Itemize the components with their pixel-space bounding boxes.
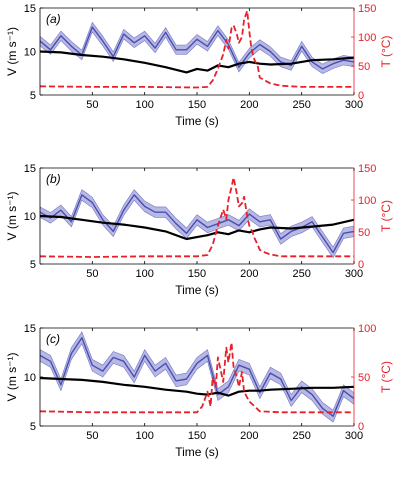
temperature-line [40, 341, 354, 414]
velocity-mean-line [40, 337, 354, 417]
y-tick-label-left: 5 [30, 90, 36, 102]
x-axis-label: Time (s) [175, 445, 219, 459]
x-tick-label: 200 [240, 268, 258, 280]
velocity-uncertainty-band [40, 189, 354, 259]
y-tick-label-left: 15 [24, 163, 36, 175]
temperature-line [40, 176, 354, 258]
x-tick-label: 100 [135, 268, 153, 280]
velocity-uncertainty-band [40, 21, 354, 75]
x-tick-label: 50 [86, 268, 98, 280]
black-line [40, 376, 354, 397]
y-tick-label-right: 50 [358, 372, 370, 384]
y-tick-label-right: 100 [358, 323, 376, 335]
x-tick-label: 150 [188, 99, 206, 111]
y-tick-label-left: 10 [24, 372, 36, 384]
panel-label: (a) [46, 12, 61, 26]
y-tick-label-right: 150 [358, 163, 376, 175]
x-tick-label: 50 [86, 430, 98, 442]
y-tick-label-right: 50 [358, 61, 370, 73]
y-tick-label-right: 100 [358, 195, 376, 207]
x-tick-label: 300 [345, 268, 363, 280]
x-tick-label: 200 [240, 430, 258, 442]
panel-label: (b) [46, 172, 61, 186]
y-axis-label-right: T (°C) [379, 36, 393, 68]
plot-area [40, 176, 354, 259]
x-axis-label: Time (s) [175, 283, 219, 297]
y-axis-label-right: T (°C) [379, 200, 393, 232]
black-line [40, 50, 354, 74]
y-tick-label-right: 150 [358, 3, 376, 15]
velocity-uncertainty-band [40, 331, 354, 423]
x-tick-label: 150 [188, 268, 206, 280]
x-tick-label: 300 [345, 99, 363, 111]
x-tick-label: 150 [188, 430, 206, 442]
x-tick-label: 250 [292, 268, 310, 280]
x-tick-label: 100 [135, 430, 153, 442]
y-axis-label-left: V (m s⁻¹) [5, 353, 19, 402]
y-tick-label-left: 10 [24, 47, 36, 59]
plot-area [40, 9, 354, 89]
y-tick-label-left: 10 [24, 211, 36, 223]
y-tick-label-left: 15 [24, 323, 36, 335]
y-tick-label-right: 0 [358, 421, 364, 433]
y-tick-label-left: 5 [30, 421, 36, 433]
y-axis-label-right: T (°C) [379, 361, 393, 393]
x-tick-label: 50 [86, 99, 98, 111]
x-axis-label: Time (s) [175, 114, 219, 128]
plot-area [40, 331, 354, 423]
x-tick-label: 100 [135, 99, 153, 111]
velocity-mean-line [40, 26, 354, 70]
y-tick-label-left: 5 [30, 259, 36, 271]
black-line [40, 214, 354, 241]
y-tick-label-right: 0 [358, 259, 364, 271]
y-axis-label-left: V (m s⁻¹) [5, 192, 19, 241]
panel-label: (c) [46, 332, 60, 346]
y-tick-label-right: 0 [358, 90, 364, 102]
y-tick-label-right: 50 [358, 227, 370, 239]
x-tick-label: 250 [292, 430, 310, 442]
x-tick-label: 300 [345, 430, 363, 442]
y-tick-label-left: 15 [24, 3, 36, 15]
x-tick-label: 250 [292, 99, 310, 111]
y-tick-label-right: 100 [358, 32, 376, 44]
x-tick-label: 200 [240, 99, 258, 111]
y-axis-label-left: V (m s⁻¹) [5, 27, 19, 76]
temperature-line [40, 9, 354, 89]
